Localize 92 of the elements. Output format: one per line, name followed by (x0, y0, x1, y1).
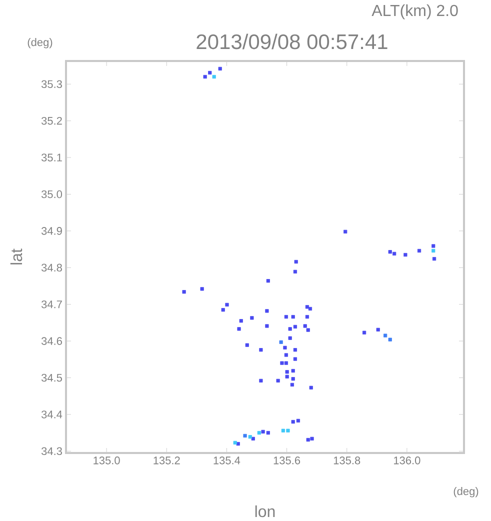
point (218, 66, 222, 70)
point (291, 315, 295, 319)
point (293, 348, 297, 352)
point (233, 440, 237, 445)
point (417, 248, 422, 253)
y-tick-label: 35.0 (41, 190, 62, 198)
point (294, 260, 298, 264)
y-tick-label: 34.8 (41, 264, 62, 272)
point (288, 336, 292, 340)
text: (deg) (454, 487, 478, 498)
point (283, 346, 287, 350)
point (281, 428, 285, 432)
point (248, 435, 252, 439)
point (259, 378, 263, 382)
y-tick-label: 34.6 (41, 337, 62, 345)
point (266, 431, 270, 435)
point (280, 361, 284, 365)
point (200, 287, 204, 291)
point (251, 436, 255, 440)
point (288, 327, 292, 331)
point (276, 378, 280, 382)
y-tick-label: 34.7 (41, 300, 62, 308)
y-tick-label: 35.1 (41, 154, 62, 162)
point (293, 324, 297, 329)
point (239, 319, 243, 323)
y-axis-title: lat (10, 248, 22, 264)
text: (deg) (28, 38, 52, 48)
point (266, 279, 270, 283)
point (245, 343, 249, 347)
point (265, 324, 269, 328)
chart-subtitle: ALT(km) 2.0 (372, 4, 458, 20)
point (305, 305, 310, 309)
point (293, 357, 297, 361)
point (308, 306, 312, 311)
point (257, 431, 261, 435)
x-tick-label: 135.6 (274, 456, 300, 464)
point (250, 316, 254, 320)
point (225, 302, 229, 307)
point (284, 361, 288, 365)
point (182, 290, 186, 294)
x-axis-title: lon (255, 505, 275, 518)
point (290, 382, 294, 387)
point (291, 377, 295, 381)
point (291, 368, 295, 373)
x-tick-label: 135.4 (214, 456, 240, 464)
point (293, 270, 297, 274)
x-tick-label: 136.0 (394, 456, 420, 464)
point (286, 428, 290, 432)
point (310, 436, 314, 440)
point (344, 230, 348, 234)
point (432, 248, 436, 253)
point (236, 442, 240, 446)
point (432, 244, 436, 248)
point (259, 348, 263, 352)
point (284, 315, 288, 319)
point (291, 420, 295, 424)
chart-title: 2013/09/08 00:57:41 (196, 34, 388, 50)
point (221, 308, 225, 312)
point (285, 370, 289, 374)
point (306, 438, 310, 442)
point (261, 430, 265, 434)
y-tick-label: 34.4 (41, 410, 62, 418)
point (392, 252, 396, 256)
point (362, 330, 366, 334)
point (243, 434, 247, 438)
point (237, 327, 241, 331)
y-tick-label: 35.2 (41, 116, 62, 125)
point (285, 374, 289, 378)
point (296, 418, 300, 422)
point (309, 386, 313, 390)
x-tick-label: 135.2 (154, 456, 180, 464)
y-tick-label: 35.3 (41, 80, 62, 88)
point (265, 309, 269, 313)
x-tick-label: 135.0 (94, 456, 120, 464)
point (305, 315, 310, 319)
point (432, 257, 436, 261)
point (279, 340, 283, 344)
y-tick-label: 34.5 (41, 374, 62, 382)
point (208, 70, 212, 75)
point (284, 353, 288, 357)
point (376, 328, 380, 332)
point (212, 74, 216, 79)
x-tick-label: 135.8 (334, 456, 360, 464)
point (306, 328, 310, 332)
y-tick-label: 34.9 (41, 227, 62, 235)
y-tick-label: 34.3 (41, 447, 62, 456)
point (203, 74, 207, 79)
point (384, 334, 388, 338)
point (388, 338, 392, 342)
point (388, 250, 392, 254)
point (303, 324, 307, 328)
point (404, 252, 408, 257)
